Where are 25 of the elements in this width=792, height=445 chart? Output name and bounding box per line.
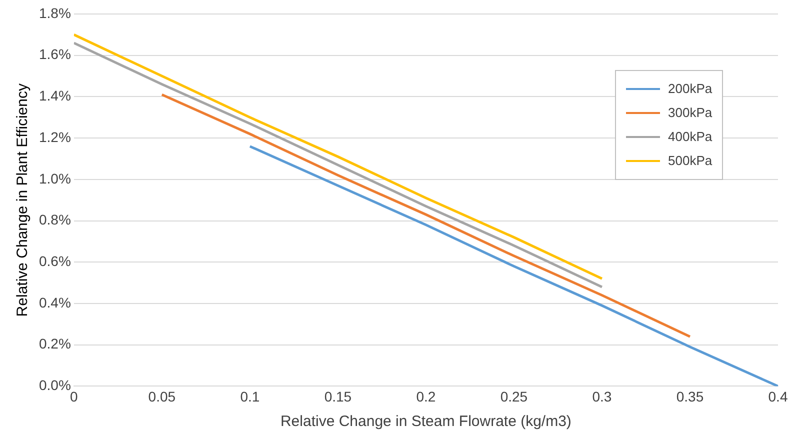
y-tick-label: 1.6% [38, 46, 71, 62]
x-tick-label: 0 [70, 388, 78, 404]
y-tick-label: 0.2% [38, 336, 71, 352]
y-tick-label: 0.8% [38, 212, 71, 228]
y-tick-label: 0.4% [38, 294, 71, 310]
x-tick-label: 0.15 [324, 388, 352, 404]
x-axis-title: Relative Change in Steam Flowrate (kg/m3) [280, 413, 572, 430]
x-tick-label: 0.25 [500, 388, 528, 404]
x-tick-label: 0.05 [148, 388, 176, 404]
y-tick-label: 1.8% [38, 4, 71, 21]
legend-label: 300kPa [668, 105, 712, 120]
y-axis-title: Relative Change in Plant Efficiency [14, 83, 32, 317]
x-tick-label: 0.35 [676, 388, 704, 404]
y-tick-label: 0.0% [38, 377, 71, 394]
x-tick-label: 0.4 [768, 388, 788, 404]
y-tick-label: 0.6% [38, 252, 71, 269]
y-tick-label: 1.4% [38, 88, 71, 104]
y-tick-label: 1.2% [38, 128, 71, 145]
y-tick-label: 1.0% [38, 170, 71, 186]
legend-label: 200kPa [668, 81, 712, 96]
x-tick-label: 0.2 [416, 388, 436, 404]
x-tick-label: 0.3 [592, 388, 612, 404]
x-tick-label: 0.1 [240, 388, 260, 404]
legend-label: 400kPa [668, 129, 712, 144]
legend-label: 500kPa [668, 153, 712, 168]
